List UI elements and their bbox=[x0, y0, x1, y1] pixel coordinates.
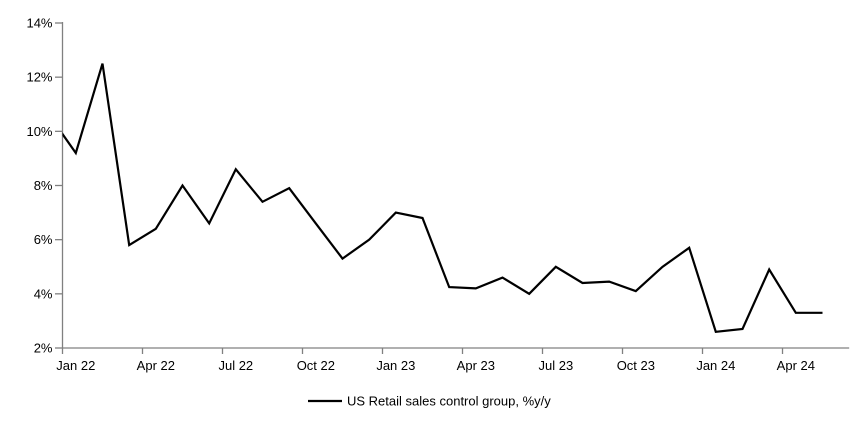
y-tick-label: 4% bbox=[34, 286, 53, 301]
x-tick-label: Oct 22 bbox=[297, 358, 335, 373]
y-tick-label: 8% bbox=[34, 178, 53, 193]
x-tick-label: Jul 23 bbox=[538, 358, 573, 373]
x-tick-label: Apr 22 bbox=[137, 358, 175, 373]
x-tick-label: Jan 23 bbox=[376, 358, 415, 373]
y-tick-label: 14% bbox=[26, 16, 52, 31]
legend-label: US Retail sales control group, %y/y bbox=[347, 394, 551, 409]
x-tick-label: Jan 22 bbox=[56, 358, 95, 373]
legend: US Retail sales control group, %y/y bbox=[308, 394, 551, 409]
x-tick-label: Apr 24 bbox=[777, 358, 815, 373]
series-line bbox=[62, 63, 823, 333]
x-tick-label: Apr 23 bbox=[457, 358, 495, 373]
x-tick-label: Jan 24 bbox=[696, 358, 735, 373]
x-tick-label: Jul 22 bbox=[218, 358, 253, 373]
y-tick-label: 2% bbox=[34, 341, 53, 356]
y-tick-label: 12% bbox=[26, 70, 52, 85]
y-tick-label: 10% bbox=[26, 124, 52, 139]
y-tick-label: 6% bbox=[34, 232, 53, 247]
x-tick-label: Oct 23 bbox=[617, 358, 655, 373]
plot-area bbox=[62, 23, 850, 348]
